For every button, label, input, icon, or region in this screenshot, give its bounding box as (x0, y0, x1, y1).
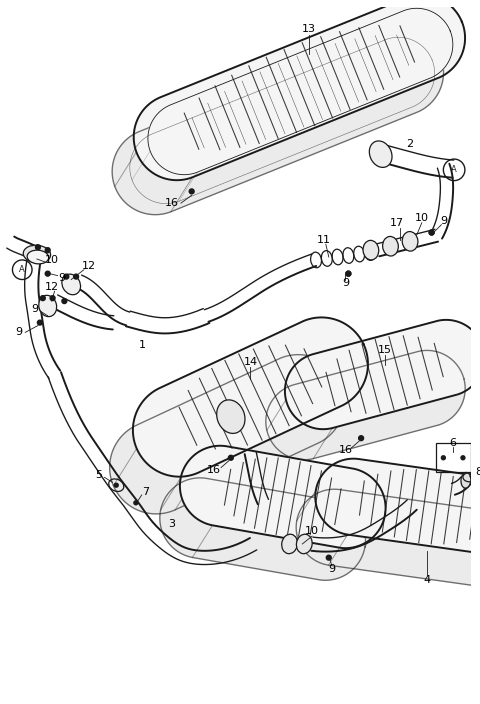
Circle shape (73, 274, 79, 279)
Ellipse shape (23, 245, 50, 263)
Polygon shape (130, 37, 435, 203)
Text: 16: 16 (165, 198, 179, 208)
Circle shape (442, 455, 445, 460)
Text: 9: 9 (31, 304, 38, 314)
Circle shape (359, 436, 363, 441)
Circle shape (346, 271, 351, 276)
Ellipse shape (383, 237, 398, 256)
Text: 10: 10 (415, 213, 429, 223)
Polygon shape (134, 0, 465, 180)
Circle shape (37, 320, 42, 325)
Text: 4: 4 (423, 575, 430, 585)
Polygon shape (133, 318, 368, 477)
Text: 9: 9 (342, 279, 349, 289)
Text: 14: 14 (243, 357, 257, 367)
Text: 16: 16 (207, 465, 221, 474)
Circle shape (189, 189, 194, 194)
Text: 10: 10 (305, 526, 319, 536)
Ellipse shape (461, 472, 471, 488)
Polygon shape (148, 8, 453, 175)
Ellipse shape (216, 400, 245, 434)
Ellipse shape (27, 250, 48, 264)
Polygon shape (112, 30, 444, 215)
Text: 10: 10 (45, 255, 59, 265)
Circle shape (50, 296, 55, 301)
Polygon shape (180, 446, 385, 548)
Polygon shape (285, 320, 480, 429)
Text: 12: 12 (82, 260, 96, 271)
Text: 6: 6 (450, 438, 456, 448)
Text: A: A (19, 265, 25, 275)
Polygon shape (266, 351, 465, 460)
Text: 9: 9 (440, 215, 447, 226)
Text: 12: 12 (45, 282, 59, 292)
Ellipse shape (363, 240, 379, 260)
Circle shape (40, 296, 45, 301)
Circle shape (461, 455, 465, 460)
Circle shape (346, 271, 351, 276)
Polygon shape (315, 459, 480, 555)
Text: 2: 2 (407, 139, 414, 149)
Text: 9: 9 (15, 327, 22, 337)
Circle shape (228, 455, 233, 460)
Polygon shape (160, 478, 365, 580)
Text: 3: 3 (168, 520, 176, 529)
Circle shape (45, 271, 50, 276)
Ellipse shape (369, 141, 392, 168)
Text: 16: 16 (338, 445, 352, 455)
Ellipse shape (39, 295, 57, 317)
Circle shape (64, 274, 69, 279)
Ellipse shape (62, 274, 81, 295)
Ellipse shape (296, 534, 312, 553)
Text: 1: 1 (139, 340, 146, 350)
Text: 5: 5 (95, 470, 102, 480)
Circle shape (326, 555, 331, 560)
Circle shape (62, 298, 67, 303)
Text: 8: 8 (475, 467, 480, 477)
Ellipse shape (282, 534, 298, 553)
Text: 9: 9 (328, 565, 335, 574)
Circle shape (45, 248, 50, 253)
Circle shape (429, 230, 434, 235)
Text: 7: 7 (142, 487, 149, 497)
Polygon shape (109, 355, 345, 514)
Text: A: A (451, 165, 457, 175)
Circle shape (429, 230, 434, 235)
Text: 17: 17 (390, 218, 404, 227)
Text: 9: 9 (58, 272, 65, 282)
Circle shape (36, 245, 40, 250)
Ellipse shape (402, 232, 418, 251)
Text: 13: 13 (302, 24, 316, 34)
Text: 15: 15 (378, 345, 392, 355)
Circle shape (134, 501, 138, 505)
Circle shape (114, 483, 118, 487)
Text: 11: 11 (317, 235, 331, 246)
Polygon shape (296, 489, 480, 585)
